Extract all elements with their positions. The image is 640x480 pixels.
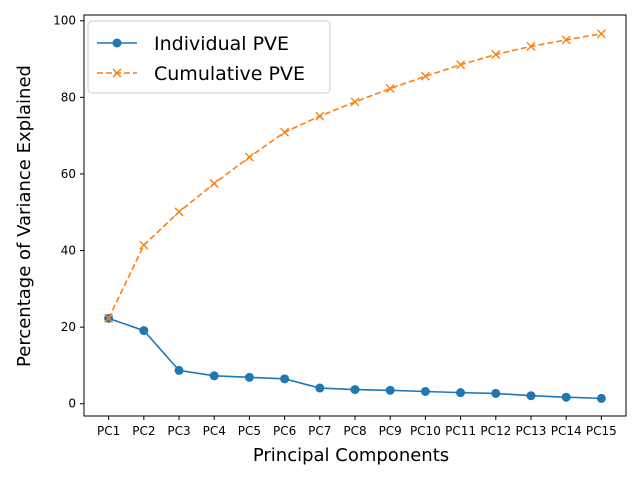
data-point bbox=[209, 371, 219, 381]
data-point bbox=[491, 49, 501, 59]
legend-label: Individual PVE bbox=[154, 33, 289, 55]
y-tick-label: 100 bbox=[53, 14, 76, 28]
legend-box bbox=[87, 20, 331, 94]
data-point bbox=[315, 383, 325, 393]
legend: Individual PVE Cumulative PVE bbox=[87, 20, 331, 94]
y-tick-label: 40 bbox=[61, 244, 76, 258]
data-point bbox=[526, 41, 536, 51]
data-point bbox=[280, 374, 290, 384]
data-point bbox=[139, 326, 149, 336]
data-point bbox=[491, 388, 501, 398]
y-tick-label: 80 bbox=[61, 90, 76, 104]
data-point bbox=[385, 84, 395, 94]
data-point bbox=[174, 207, 184, 217]
legend-marker bbox=[112, 38, 122, 48]
data-point bbox=[526, 391, 536, 401]
legend-marker bbox=[112, 68, 122, 78]
series-layer bbox=[104, 29, 606, 403]
y-axis: 0 20 40 60 80 100 bbox=[53, 14, 84, 411]
data-point bbox=[385, 385, 395, 395]
data-point bbox=[174, 365, 184, 375]
data-point bbox=[104, 313, 114, 323]
data-point bbox=[420, 71, 430, 81]
x-tick-label: PC9 bbox=[379, 424, 402, 438]
x-tick-label: PC5 bbox=[238, 424, 261, 438]
y-axis-title: Percentage of Variance Explained bbox=[14, 65, 35, 367]
legend-label: Cumulative PVE bbox=[154, 63, 305, 85]
data-point bbox=[456, 60, 466, 70]
data-point bbox=[280, 127, 290, 137]
x-tick-label: PC15 bbox=[586, 424, 617, 438]
x-tick-label: PC3 bbox=[167, 424, 190, 438]
x-tick-label: PC1 bbox=[97, 424, 120, 438]
y-tick-label: 0 bbox=[68, 397, 76, 411]
data-point bbox=[596, 393, 606, 403]
data-point bbox=[244, 152, 254, 162]
x-axis: PC1 PC2 PC3 PC4 PC5 PC6 PC7 PC8 PC9 PC10 PC11 PC12 P… bbox=[97, 416, 617, 438]
x-tick-label: PC2 bbox=[132, 424, 155, 438]
x-tick-label: PC7 bbox=[308, 424, 331, 438]
data-point bbox=[561, 35, 571, 45]
x-tick-label: PC14 bbox=[551, 424, 582, 438]
data-point bbox=[561, 392, 571, 402]
data-point bbox=[350, 97, 360, 107]
data-point bbox=[244, 372, 254, 382]
x-tick-label: PC4 bbox=[203, 424, 226, 438]
x-tick-label: PC8 bbox=[343, 424, 366, 438]
y-tick-label: 60 bbox=[61, 167, 76, 181]
x-tick-label: PC11 bbox=[445, 424, 476, 438]
y-tick-label: 20 bbox=[61, 320, 76, 334]
x-tick-label: PC10 bbox=[410, 424, 441, 438]
data-point bbox=[456, 388, 466, 398]
x-tick-label: PC6 bbox=[273, 424, 296, 438]
data-point bbox=[350, 385, 360, 395]
data-point bbox=[596, 29, 606, 39]
x-axis-title: Principal Components bbox=[253, 445, 449, 466]
data-point bbox=[139, 240, 149, 250]
data-point bbox=[315, 111, 325, 121]
x-tick-label: PC13 bbox=[516, 424, 547, 438]
x-tick-label: PC12 bbox=[480, 424, 511, 438]
data-point bbox=[209, 179, 219, 189]
data-point bbox=[420, 386, 430, 396]
